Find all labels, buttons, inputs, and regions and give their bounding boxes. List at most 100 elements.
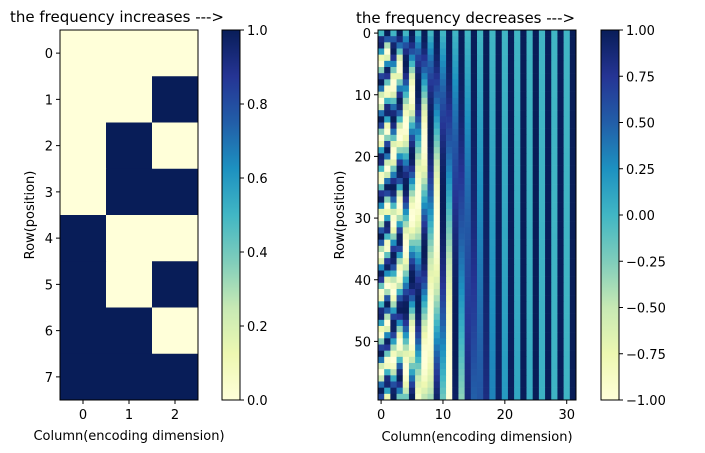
heatmap-cell bbox=[545, 307, 552, 314]
heatmap-cell bbox=[483, 153, 490, 160]
heatmap-cell bbox=[569, 42, 577, 49]
heatmap-cell bbox=[433, 190, 441, 197]
heatmap-cell bbox=[458, 295, 465, 302]
heatmap-cell bbox=[433, 54, 441, 62]
heatmap-cell bbox=[483, 276, 490, 284]
heatmap-cell bbox=[446, 141, 453, 148]
heatmap-cell bbox=[464, 91, 472, 99]
heatmap-cell bbox=[563, 97, 571, 105]
heatmap-cell bbox=[408, 60, 416, 68]
heatmap-cell bbox=[433, 252, 441, 259]
heatmap-cell bbox=[569, 190, 577, 197]
heatmap-cell bbox=[526, 153, 533, 160]
heatmap-cell bbox=[458, 319, 465, 327]
heatmap-cell bbox=[390, 54, 397, 62]
heatmap-cell bbox=[60, 76, 107, 123]
heatmap-cell bbox=[489, 227, 496, 234]
heatmap-cell bbox=[520, 67, 527, 74]
heatmap-cell bbox=[378, 178, 385, 185]
heatmap-cell bbox=[452, 221, 459, 228]
heatmap-cell bbox=[483, 116, 490, 123]
heatmap-cell bbox=[402, 184, 410, 191]
heatmap-cell bbox=[464, 252, 472, 259]
heatmap-cell bbox=[458, 282, 465, 290]
heatmap-cell bbox=[421, 196, 428, 203]
heatmap-cell bbox=[439, 48, 447, 55]
heatmap-cell bbox=[532, 128, 540, 136]
heatmap-cell bbox=[470, 85, 478, 92]
heatmap-cell bbox=[439, 159, 447, 166]
heatmap-cell bbox=[402, 276, 410, 284]
heatmap-cell bbox=[452, 264, 459, 271]
heatmap-cell bbox=[458, 270, 465, 277]
heatmap-cell bbox=[483, 252, 490, 259]
heatmap-cell bbox=[557, 60, 564, 68]
tick-label: −0.50 bbox=[626, 302, 666, 317]
heatmap-cell bbox=[384, 116, 391, 123]
heatmap-cell bbox=[507, 264, 515, 271]
heatmap-cell bbox=[557, 344, 564, 351]
heatmap-cell bbox=[538, 110, 546, 117]
heatmap-cell bbox=[545, 165, 552, 173]
heatmap-cell bbox=[514, 67, 521, 74]
heatmap-cell bbox=[439, 67, 447, 74]
heatmap-cell bbox=[563, 165, 571, 173]
heatmap-cell bbox=[514, 60, 521, 68]
heatmap-cell bbox=[470, 258, 478, 265]
heatmap-cell bbox=[384, 190, 391, 197]
heatmap-cell bbox=[501, 153, 509, 160]
tick-label: −0.25 bbox=[626, 255, 666, 270]
heatmap-cell bbox=[464, 393, 472, 401]
heatmap-cell bbox=[408, 338, 416, 345]
heatmap-cell bbox=[384, 110, 391, 117]
heatmap-cell bbox=[396, 393, 404, 401]
heatmap-cell bbox=[458, 264, 465, 271]
heatmap-cell bbox=[427, 270, 434, 277]
heatmap-cell bbox=[563, 30, 571, 37]
heatmap-cell bbox=[483, 375, 490, 382]
heatmap-cell bbox=[458, 233, 465, 240]
heatmap-cell bbox=[489, 30, 496, 37]
heatmap-cell bbox=[532, 91, 540, 99]
heatmap-cell bbox=[538, 196, 546, 203]
heatmap-cell bbox=[464, 36, 472, 43]
heatmap-cell bbox=[446, 30, 453, 37]
heatmap-cell bbox=[507, 350, 515, 358]
tick: −0.50 bbox=[619, 302, 666, 317]
heatmap-cell bbox=[384, 54, 391, 62]
heatmap-cell bbox=[452, 332, 459, 339]
heatmap-cell bbox=[464, 171, 472, 179]
heatmap-cell bbox=[390, 60, 397, 68]
heatmap-cell bbox=[514, 97, 521, 105]
heatmap-cell bbox=[557, 363, 564, 370]
heatmap-cell bbox=[538, 165, 546, 173]
heatmap-cell bbox=[470, 326, 478, 333]
heatmap-cell bbox=[415, 171, 422, 179]
heatmap-cell bbox=[390, 42, 397, 49]
heatmap-cell bbox=[483, 110, 490, 117]
heatmap-cell bbox=[545, 122, 552, 129]
heatmap-cell bbox=[489, 159, 496, 166]
heatmap-cell bbox=[415, 227, 422, 234]
tick-label: 0.50 bbox=[626, 117, 655, 132]
heatmap-cell bbox=[477, 141, 484, 148]
heatmap-cell bbox=[477, 393, 484, 401]
heatmap-cell bbox=[545, 60, 552, 68]
heatmap-cell bbox=[106, 353, 153, 401]
heatmap-cell bbox=[384, 227, 391, 234]
heatmap-cell bbox=[532, 332, 540, 339]
heatmap-cell bbox=[477, 208, 484, 216]
heatmap-cell bbox=[446, 381, 453, 388]
heatmap-cell bbox=[421, 30, 428, 37]
heatmap-cell bbox=[470, 307, 478, 314]
heatmap-cell bbox=[507, 196, 515, 203]
heatmap-cell bbox=[526, 332, 533, 339]
heatmap-cell bbox=[402, 239, 410, 247]
heatmap-cell bbox=[439, 110, 447, 117]
heatmap-cell bbox=[526, 171, 533, 179]
heatmap-cell bbox=[477, 42, 484, 49]
heatmap-cell bbox=[408, 227, 416, 234]
heatmap-cell bbox=[483, 184, 490, 191]
heatmap-cell bbox=[458, 85, 465, 92]
heatmap-cell bbox=[378, 289, 385, 296]
